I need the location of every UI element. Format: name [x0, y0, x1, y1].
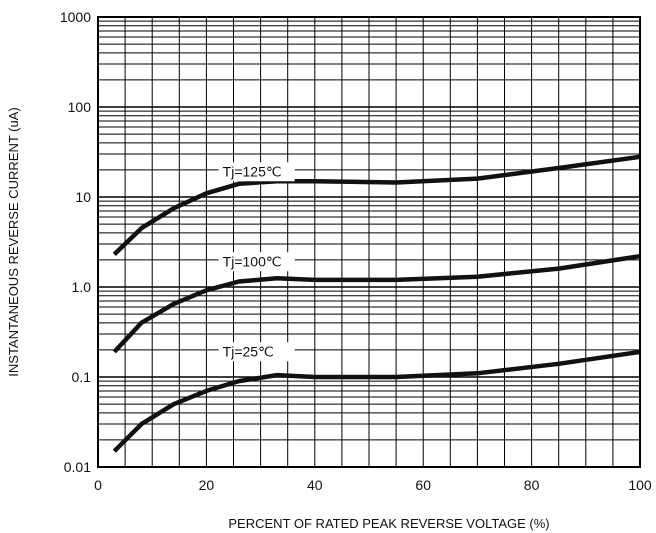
x-axis-title: PERCENT OF RATED PEAK REVERSE VOLTAGE (%…: [228, 516, 549, 531]
series-label-backdrop: [218, 252, 295, 272]
y-tick-label: 0.01: [64, 459, 91, 475]
plot-frame: [97, 16, 641, 468]
series-line-3: [112, 349, 641, 453]
x-tick-label: 0: [94, 477, 102, 493]
x-tick-label: 80: [524, 477, 540, 493]
x-tick-label: 100: [628, 477, 652, 493]
y-tick-label: 10: [75, 189, 91, 205]
y-tick-labels: 0.01 0.1 1.0 10 100 1000: [60, 9, 91, 475]
y-tick-label: 100: [68, 99, 92, 115]
series-label-2: Tj=100℃: [223, 253, 282, 269]
x-tick-label: 40: [307, 477, 323, 493]
series-label-backdrop: [218, 162, 295, 182]
series-label-1: Tj=125℃: [223, 163, 282, 179]
y-axis-title: INSTANTANEOUS REVERSE CURRENT (uA): [6, 107, 21, 376]
y-tick-label: 1000: [60, 9, 91, 25]
x-tick-label: 20: [199, 477, 215, 493]
series-line-2: [112, 253, 641, 354]
series-label-3: Tj=25℃: [223, 343, 274, 359]
x-tick-label: 60: [415, 477, 431, 493]
x-tick-labels: 0 20 40 60 80 100: [94, 477, 652, 493]
y-tick-label: 0.1: [72, 369, 92, 385]
y-tick-label: 1.0: [72, 279, 92, 295]
series-label-backdrop: [218, 342, 295, 362]
series-labels: Tj=125℃ Tj=100℃ Tj=25℃: [218, 162, 295, 362]
